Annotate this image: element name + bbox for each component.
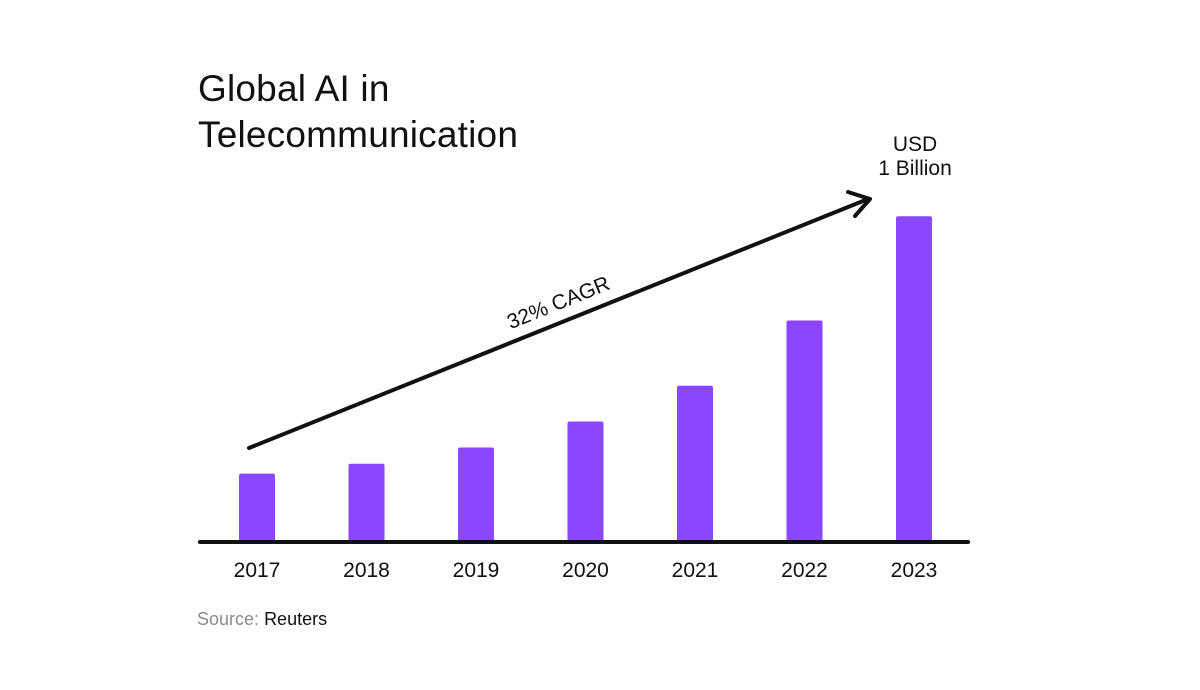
bar-chart: 2017 2018 2019 2020 2021 2022 2023 32% CAGR US…	[198, 133, 970, 582]
end-value-label-line2: 1 Billion	[878, 157, 952, 180]
x-tick-label-2021: 2021	[672, 559, 719, 582]
bar-2018	[348, 463, 385, 542]
bars-layer	[239, 216, 932, 543]
end-value-label-line1: USD	[893, 133, 937, 156]
x-tick-label-2019: 2019	[453, 559, 500, 582]
cagr-arrow-line	[247, 197, 870, 450]
x-tick-labels: 2017 2018 2019 2020 2021 2022 2023	[234, 559, 938, 582]
bar-2019	[458, 447, 494, 542]
x-tick-label-2018: 2018	[343, 559, 390, 582]
source-note: Source: Reuters	[197, 608, 327, 630]
x-tick-label-2017: 2017	[234, 559, 281, 582]
cagr-arrow	[247, 190, 872, 450]
x-tick-label-2022: 2022	[781, 559, 828, 582]
source-label: Source:	[197, 609, 260, 629]
cagr-arrow-head	[846, 190, 872, 218]
source-value: Reuters	[264, 609, 328, 629]
bar-2017	[239, 473, 275, 542]
bar-2021	[677, 385, 713, 542]
bar-2023	[896, 216, 932, 543]
bar-2020	[567, 421, 604, 542]
x-tick-label-2020: 2020	[562, 559, 609, 582]
bar-2022	[786, 320, 823, 542]
x-tick-label-2023: 2023	[891, 559, 938, 582]
chart-title: Global AI in Telecommunication	[198, 68, 519, 155]
